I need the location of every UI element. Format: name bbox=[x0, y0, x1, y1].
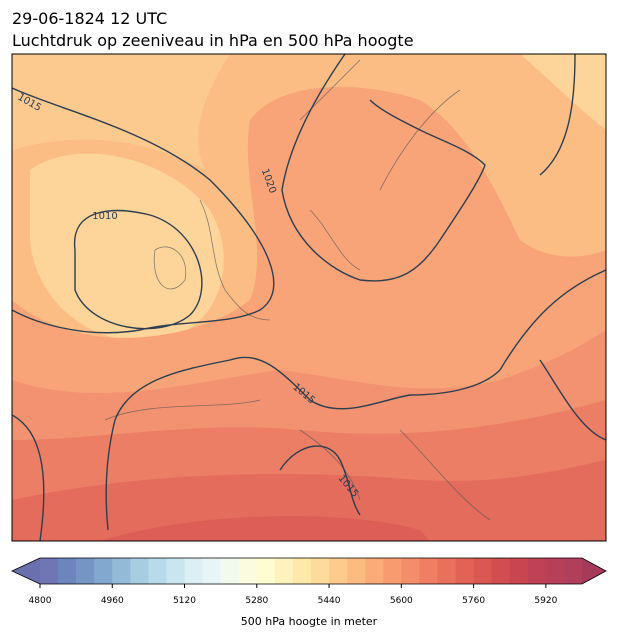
colorbar-bin bbox=[527, 558, 547, 584]
colorbar-bin bbox=[329, 558, 348, 584]
colorbar-label: 500 hPa hoogte in meter bbox=[241, 615, 378, 628]
colorbar-extend-over bbox=[582, 558, 606, 584]
colorbar-bin bbox=[238, 558, 258, 584]
colorbar-bin bbox=[40, 558, 59, 584]
colorbar-bin bbox=[202, 558, 222, 584]
map: 1015 1010 1020 1015 1015 bbox=[12, 54, 606, 541]
isobar bbox=[12, 414, 45, 541]
height-band bbox=[30, 153, 224, 342]
coastline bbox=[104, 59, 491, 521]
colorbar-bin bbox=[401, 558, 420, 584]
colorbar-bin bbox=[419, 558, 438, 584]
colorbar-tick-label: 5120 bbox=[173, 596, 196, 606]
map-frame bbox=[11, 53, 607, 542]
colorbar-tick-label: 5920 bbox=[534, 596, 557, 606]
title-description: Luchtdruk op zeeniveau in hPa en 500 hPa… bbox=[12, 31, 414, 50]
colorbar-tick-label: 5440 bbox=[318, 596, 341, 606]
colorbar-tick-label: 4800 bbox=[29, 596, 52, 606]
isobar bbox=[105, 269, 606, 531]
colorbar: 4800 4960 5120 5280 5440 5600 5760 5920 bbox=[11, 557, 607, 606]
colorbar-bin bbox=[76, 558, 95, 584]
title-date: 29-06-1824 12 UTC bbox=[12, 9, 167, 28]
colorbar-tick-label: 4960 bbox=[101, 596, 124, 606]
isobar bbox=[539, 54, 576, 176]
colorbar-bin bbox=[220, 558, 240, 584]
isobar-label: 1010 bbox=[92, 211, 117, 222]
colorbar-bin bbox=[311, 558, 330, 584]
colorbar-bin bbox=[274, 558, 294, 584]
height-band bbox=[12, 460, 606, 541]
colorbar-bin bbox=[94, 558, 113, 584]
colorbar-bin bbox=[148, 558, 167, 584]
colorbar-outline bbox=[11, 557, 607, 585]
isobar bbox=[12, 87, 275, 334]
colorbar-tick-label: 5280 bbox=[245, 596, 268, 606]
colorbar-bin bbox=[58, 558, 77, 584]
colorbar-bin bbox=[437, 558, 457, 584]
colorbar-bin bbox=[184, 558, 204, 584]
height-band bbox=[12, 54, 230, 170]
isobar bbox=[539, 359, 606, 441]
colorbar-bin bbox=[473, 558, 493, 584]
colorbar-bin bbox=[365, 558, 384, 584]
height-band bbox=[520, 54, 606, 130]
isobar bbox=[73, 209, 203, 330]
isobar bbox=[281, 54, 486, 282]
isobar bbox=[279, 445, 361, 516]
colorbar-bin bbox=[112, 558, 131, 584]
colorbar-bin bbox=[130, 558, 149, 584]
colorbar-bin bbox=[545, 558, 565, 584]
colorbar-extend-under bbox=[12, 558, 40, 584]
colorbar-bin bbox=[455, 558, 475, 584]
colorbar-bin bbox=[292, 558, 312, 584]
colorbar-bin bbox=[509, 558, 529, 584]
colorbar-bin bbox=[256, 558, 276, 584]
colorbar-bin bbox=[166, 558, 186, 584]
colorbar-bin bbox=[491, 558, 511, 584]
colorbar-tick-label: 5600 bbox=[390, 596, 413, 606]
colorbar-bin bbox=[347, 558, 366, 584]
height-band bbox=[100, 516, 430, 541]
colorbar-bin bbox=[383, 558, 402, 584]
colorbar-bin bbox=[563, 558, 583, 584]
colorbar-tick-label: 5760 bbox=[462, 596, 485, 606]
